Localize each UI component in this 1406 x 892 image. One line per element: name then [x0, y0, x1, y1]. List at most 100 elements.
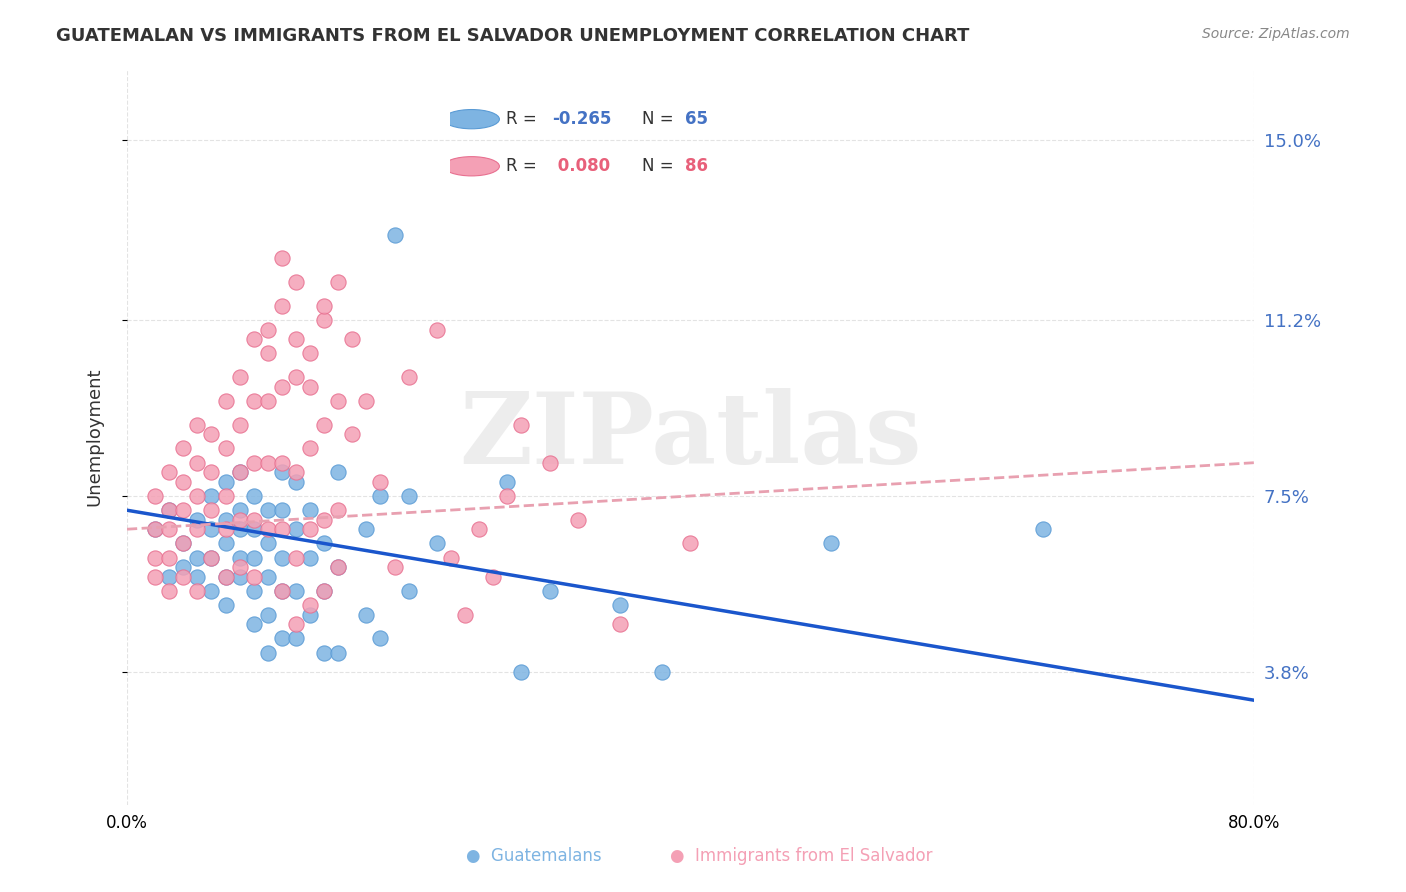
Point — [384, 227, 406, 242]
Point — [186, 550, 208, 565]
Point — [242, 522, 264, 536]
Point — [172, 560, 194, 574]
Point — [299, 607, 322, 622]
Point — [370, 632, 392, 646]
Point — [284, 332, 307, 346]
Point — [256, 646, 278, 660]
Point — [186, 489, 208, 503]
Circle shape — [444, 157, 499, 176]
Point — [214, 489, 236, 503]
Point — [228, 370, 250, 384]
Text: 86: 86 — [685, 157, 709, 175]
Text: N =: N = — [641, 111, 679, 128]
Point — [157, 550, 180, 565]
Point — [314, 417, 336, 432]
Point — [314, 299, 336, 313]
Point — [284, 617, 307, 632]
Text: -0.265: -0.265 — [553, 111, 612, 128]
Point — [172, 503, 194, 517]
Point — [299, 346, 322, 360]
Point — [200, 584, 222, 599]
Point — [299, 550, 322, 565]
Point — [342, 427, 364, 442]
Point — [256, 607, 278, 622]
Point — [270, 252, 292, 266]
Circle shape — [444, 110, 499, 128]
Point — [172, 536, 194, 550]
Point — [314, 584, 336, 599]
Text: ●  Immigrants from El Salvador: ● Immigrants from El Salvador — [671, 847, 932, 865]
Point — [299, 598, 322, 612]
Point — [328, 465, 350, 479]
Text: Source: ZipAtlas.com: Source: ZipAtlas.com — [1202, 27, 1350, 41]
Point — [242, 570, 264, 584]
Point — [284, 584, 307, 599]
Text: ZIPatlas: ZIPatlas — [460, 388, 921, 485]
Point — [440, 550, 463, 565]
Point — [214, 513, 236, 527]
Point — [172, 475, 194, 489]
Point — [228, 465, 250, 479]
Point — [270, 465, 292, 479]
Point — [328, 560, 350, 574]
Point — [496, 475, 519, 489]
Point — [356, 607, 378, 622]
Point — [200, 427, 222, 442]
Point — [200, 550, 222, 565]
Point — [242, 550, 264, 565]
Point — [242, 394, 264, 409]
Point — [510, 417, 533, 432]
Point — [356, 394, 378, 409]
Point — [256, 346, 278, 360]
Point — [200, 465, 222, 479]
Point — [567, 513, 589, 527]
Point — [228, 550, 250, 565]
Point — [1032, 522, 1054, 536]
Point — [270, 550, 292, 565]
Point — [200, 489, 222, 503]
Point — [398, 584, 420, 599]
Point — [609, 598, 631, 612]
Point — [299, 522, 322, 536]
Point — [328, 560, 350, 574]
Point — [270, 299, 292, 313]
Point — [143, 550, 166, 565]
Point — [228, 417, 250, 432]
Point — [284, 522, 307, 536]
Point — [820, 536, 842, 550]
Point — [186, 522, 208, 536]
Point — [256, 570, 278, 584]
Point — [426, 323, 449, 337]
Point — [284, 275, 307, 289]
Point — [270, 632, 292, 646]
Point — [609, 617, 631, 632]
Point — [398, 370, 420, 384]
Point — [172, 536, 194, 550]
Point — [328, 646, 350, 660]
Point — [157, 465, 180, 479]
Point — [314, 646, 336, 660]
Point — [284, 475, 307, 489]
Point — [356, 522, 378, 536]
Y-axis label: Unemployment: Unemployment — [86, 368, 103, 506]
Text: ●  Guatemalans: ● Guatemalans — [467, 847, 602, 865]
Point — [172, 442, 194, 456]
Point — [284, 465, 307, 479]
Point — [284, 550, 307, 565]
Point — [270, 584, 292, 599]
Point — [214, 442, 236, 456]
Point — [157, 522, 180, 536]
Text: 65: 65 — [685, 111, 709, 128]
Point — [143, 522, 166, 536]
Point — [186, 513, 208, 527]
Point — [314, 313, 336, 327]
Point — [468, 522, 491, 536]
Point — [256, 394, 278, 409]
Point — [284, 370, 307, 384]
Point — [256, 456, 278, 470]
Point — [242, 489, 264, 503]
Text: N =: N = — [641, 157, 679, 175]
Point — [214, 598, 236, 612]
Point — [228, 560, 250, 574]
Point — [214, 570, 236, 584]
